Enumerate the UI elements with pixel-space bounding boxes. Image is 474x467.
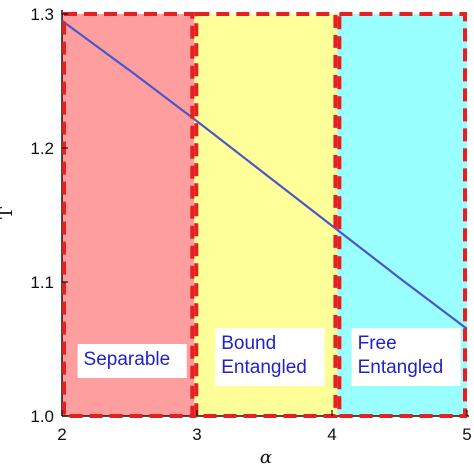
region-border xyxy=(62,12,195,418)
x-tick-label: 4 xyxy=(327,425,336,444)
region-border xyxy=(194,12,338,418)
x-tick-label: 3 xyxy=(192,425,201,444)
y-axis-label: T xyxy=(0,207,17,219)
y-tick-label: 1.0 xyxy=(30,407,54,426)
y-tick-label: 1.2 xyxy=(30,139,54,158)
y-tick-label: 1.1 xyxy=(30,273,54,292)
regions-layer xyxy=(62,14,467,416)
region-label-box xyxy=(77,344,187,378)
region-labels-layer: Separable Bound Entangled Free Entangled xyxy=(77,328,461,386)
ticks-layer: 2 3 4 5 1.0 1.1 1.2 1.3 xyxy=(30,5,471,444)
x-tick-label: 2 xyxy=(57,425,66,444)
region-label: Free xyxy=(358,333,397,354)
region-border xyxy=(337,12,467,418)
x-axis-label: α xyxy=(260,447,272,467)
y-tick-label: 1.3 xyxy=(30,5,54,24)
x-tick-label: 5 xyxy=(462,425,471,444)
region-label: Entangled xyxy=(358,357,444,378)
series-layer xyxy=(61,19,468,330)
series-line xyxy=(61,19,468,330)
region-label-box xyxy=(215,328,325,386)
region-label: Bound xyxy=(221,333,276,354)
region-label: Separable xyxy=(84,349,171,370)
region-label: Entangled xyxy=(221,357,307,378)
region-label-box xyxy=(351,328,461,386)
